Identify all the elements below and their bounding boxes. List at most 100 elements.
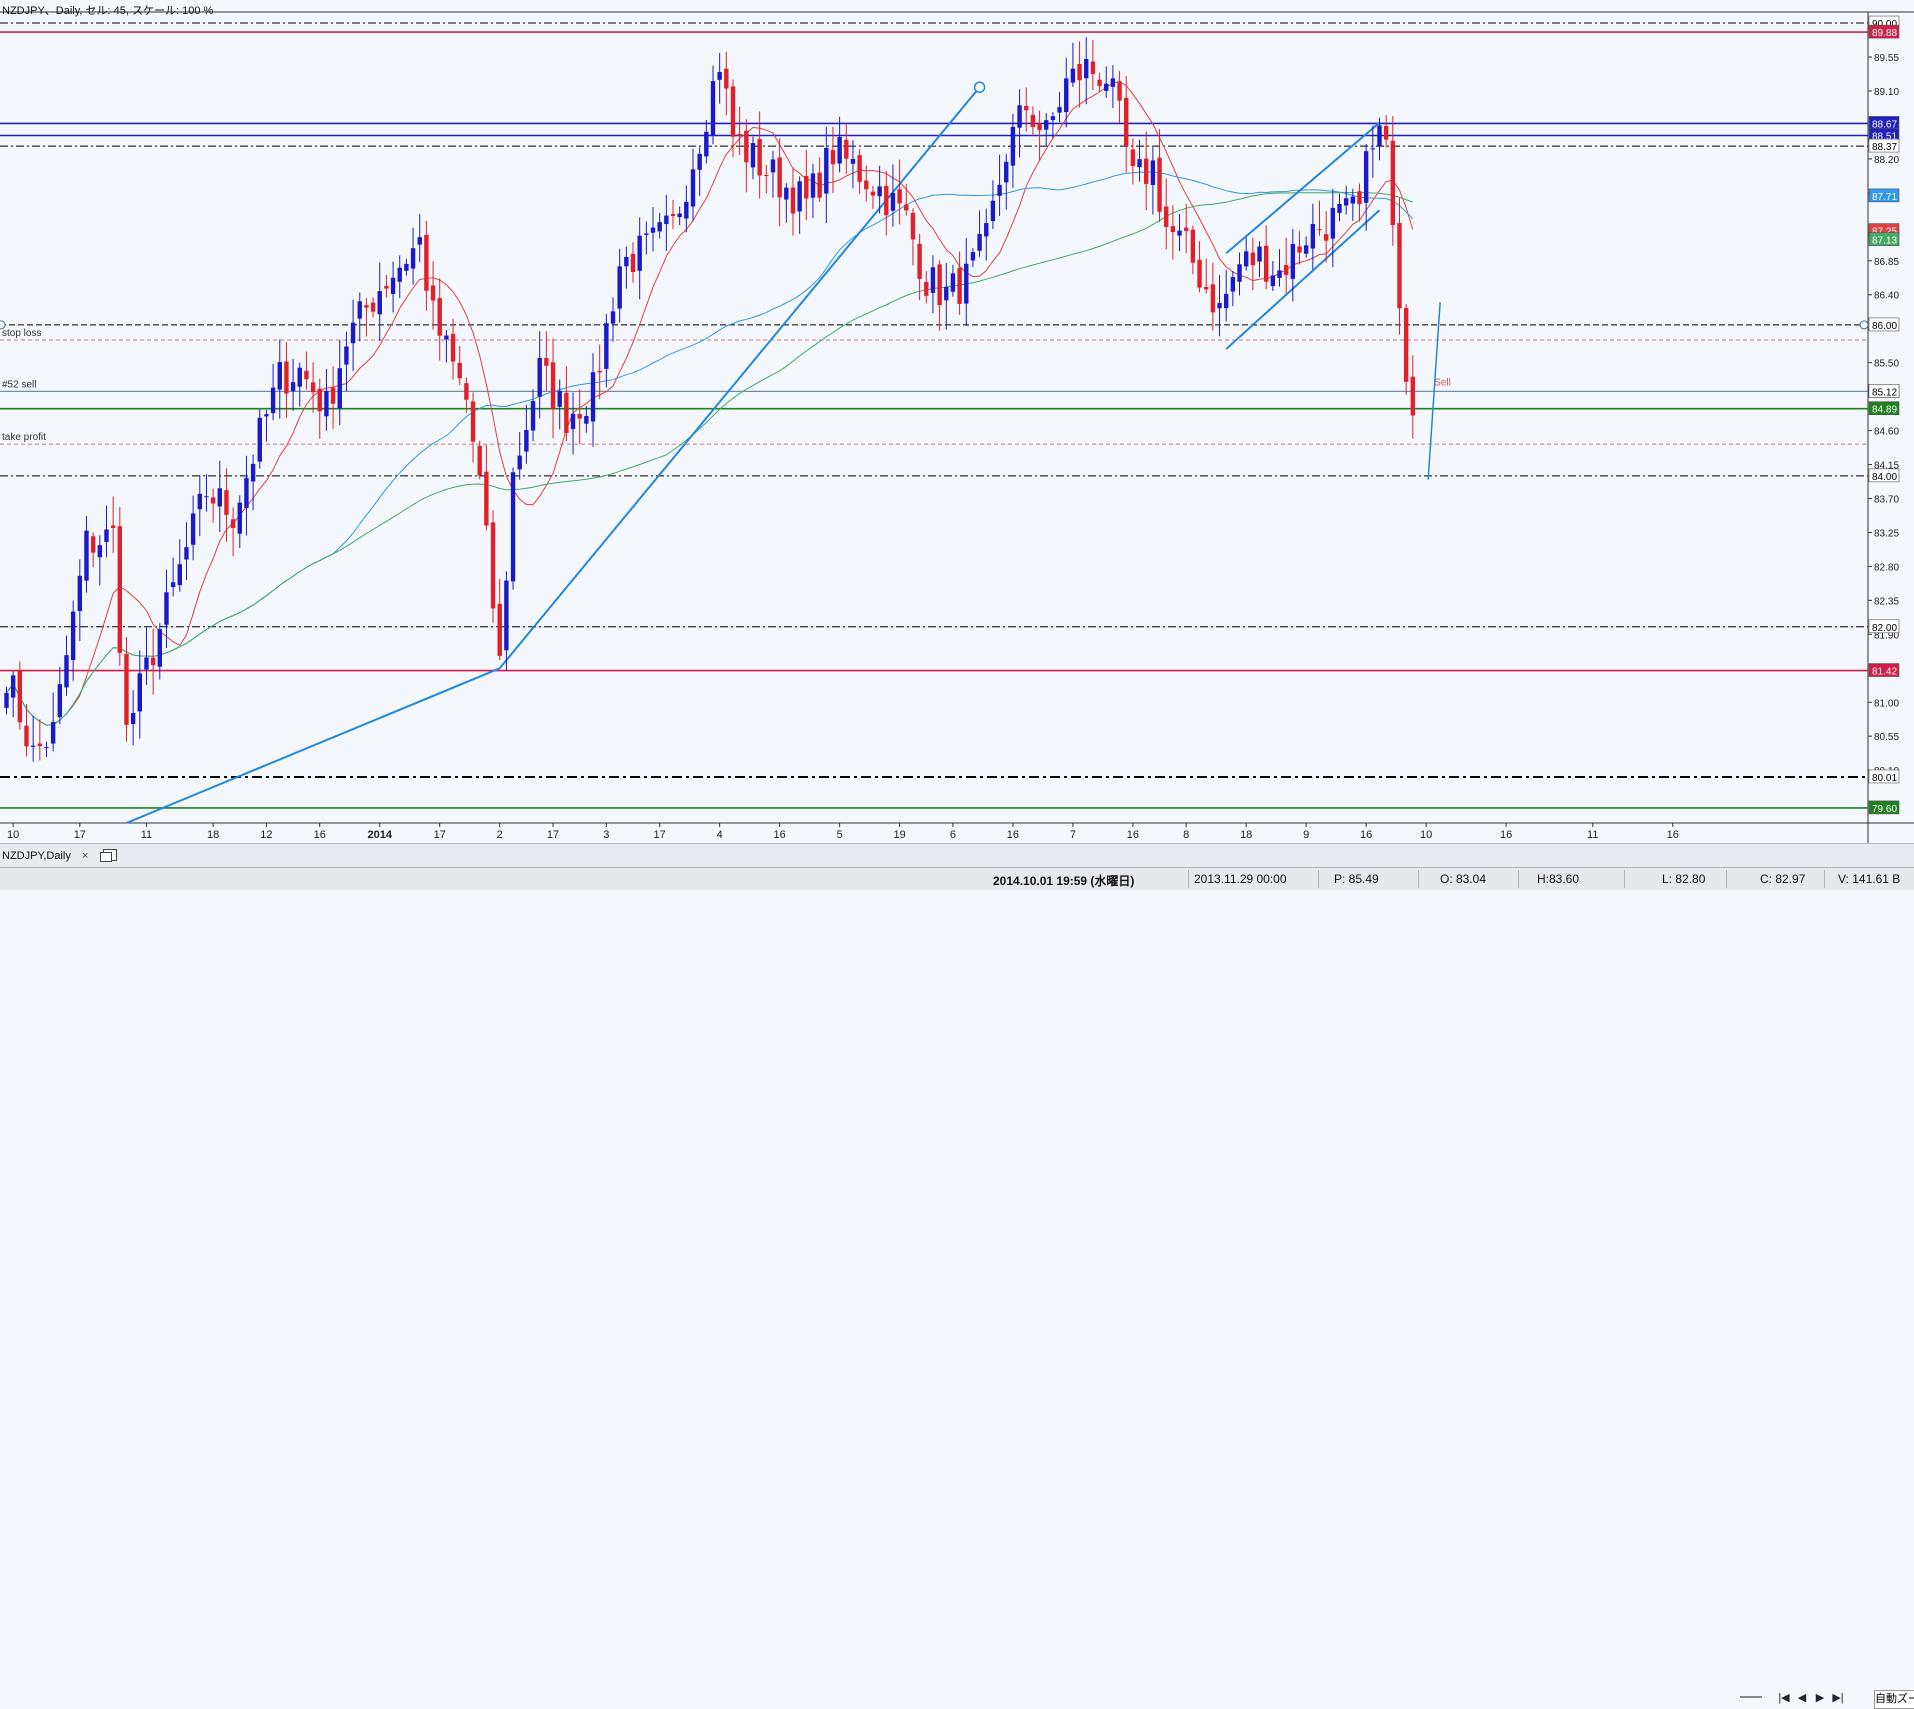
candle-body — [264, 414, 269, 417]
price-tag-11 — [1868, 468, 1900, 483]
candle-body — [384, 285, 389, 289]
candle-body — [217, 488, 222, 507]
scroll-first-button[interactable]: |◀ — [1778, 1692, 1790, 1704]
candle-body — [24, 725, 29, 747]
candle-body — [890, 192, 896, 211]
candle-body — [864, 180, 869, 190]
candle-body — [97, 545, 103, 558]
price-chart[interactable]: stop loss #52 sell take profit Sell 89.55 89.… — [0, 0, 1914, 843]
candle-body — [924, 282, 929, 296]
candle-body — [1317, 229, 1322, 231]
candle-body — [550, 362, 556, 409]
status-datetime: 2014.10.01 19:59 (水曜日) — [993, 874, 1135, 888]
candle-body — [350, 322, 356, 344]
price-tag-label-3: 88.51 — [1872, 132, 1897, 143]
x-tick-label: 16 — [1360, 829, 1372, 841]
order-line-label-0: stop loss — [2, 328, 41, 339]
candle-body — [224, 490, 229, 515]
candle-body — [897, 189, 902, 204]
line-handle-right — [1859, 320, 1869, 330]
auto-zoom-button[interactable]: 自動ズーム — [1874, 1690, 1914, 1709]
candle-body — [70, 611, 76, 660]
candle-body — [344, 346, 349, 365]
candle-body — [1070, 68, 1076, 83]
x-tick-label: 16 — [1127, 829, 1139, 841]
x-tick-label: 16 — [1007, 829, 1019, 841]
candle-body — [870, 191, 876, 196]
x-tick-label: 5 — [837, 829, 843, 841]
window-list-icon[interactable] — [100, 849, 117, 862]
candle-body — [290, 382, 296, 392]
price-tag-7 — [1868, 232, 1900, 246]
trendline-handle — [973, 81, 986, 93]
scroll-handle[interactable] — [1740, 1693, 1762, 1701]
x-tick-label: 8 — [1183, 829, 1189, 841]
y-tick-label: 86.40 — [1874, 291, 1899, 302]
candle-body — [1243, 251, 1249, 267]
x-tick-label: 16 — [1667, 829, 1679, 841]
candle-body — [130, 713, 136, 725]
chart-tab[interactable]: NZDJPY,Daily — [2, 850, 71, 862]
candle-body — [50, 721, 56, 744]
candle-body — [1110, 78, 1116, 87]
y-tick-label: 82.35 — [1874, 596, 1899, 607]
candle-body — [330, 387, 336, 404]
candle-body — [1410, 376, 1416, 416]
candle-body — [997, 184, 1002, 196]
candle-body — [1204, 287, 1209, 290]
candle-body — [1044, 120, 1049, 130]
candle-body — [1037, 123, 1042, 131]
line-handle-left — [0, 320, 6, 330]
y-tick-label: 85.50 — [1874, 359, 1899, 370]
candle-body — [1337, 203, 1342, 213]
candle-body — [1210, 284, 1216, 313]
candle-body — [104, 529, 109, 543]
x-tick-label: 18 — [207, 829, 219, 841]
y-tick-label: 81.90 — [1874, 630, 1899, 641]
candle-body — [724, 68, 729, 89]
price-tag-label-12: 82.00 — [1872, 623, 1897, 634]
scroll-next-button[interactable]: ▶ — [1815, 1692, 1825, 1704]
candle-body — [417, 237, 422, 245]
candle-body — [1164, 206, 1169, 227]
candle-body — [437, 298, 442, 336]
candle-body — [404, 263, 409, 271]
candle-body — [797, 181, 802, 212]
candle-body — [1097, 79, 1102, 86]
scroll-last-button[interactable]: ▶| — [1832, 1692, 1844, 1704]
candle-body — [1390, 140, 1396, 226]
x-tick-label: 3 — [603, 829, 609, 841]
candle-body — [697, 153, 702, 170]
moving-average-2 — [6, 192, 1413, 726]
candle-body — [304, 370, 309, 380]
candle-body — [337, 368, 342, 409]
candle-body — [1223, 293, 1229, 309]
candle-body — [4, 692, 9, 708]
x-tick-label: 10 — [1420, 829, 1432, 841]
chart-area[interactable]: stop loss #52 sell take profit Sell 89.55 89.… — [0, 0, 1914, 889]
candle-body — [810, 173, 816, 198]
tab-close-icon[interactable]: × — [82, 850, 89, 862]
candle-body — [1190, 229, 1196, 263]
price-tag-10 — [1868, 401, 1900, 415]
candle-body — [990, 200, 996, 222]
price-tag-8 — [1868, 317, 1900, 332]
x-tick-label: 16 — [314, 829, 326, 841]
scroll-prev-button[interactable]: ◀ — [1797, 1692, 1807, 1704]
y-tick-label: 83.70 — [1874, 494, 1899, 505]
candle-body — [950, 273, 956, 292]
candle-body — [1170, 226, 1176, 232]
candle-body — [624, 256, 629, 267]
candle-body — [1377, 125, 1382, 147]
candle-body — [244, 477, 249, 508]
x-tick-label: 17 — [434, 829, 446, 841]
candle-body — [1257, 246, 1262, 262]
candle-body — [1330, 207, 1336, 239]
status-high: H:83.60 — [1537, 872, 1580, 886]
x-tick-label: 17 — [547, 829, 559, 841]
x-tick-label: 9 — [1303, 829, 1309, 841]
candle-body — [357, 301, 362, 319]
candle-body — [1077, 63, 1082, 81]
x-tick-label: 17 — [74, 829, 86, 841]
candle-body — [124, 653, 129, 725]
